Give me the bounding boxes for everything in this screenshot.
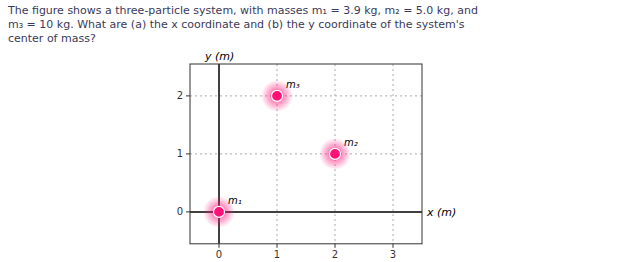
point	[272, 90, 283, 101]
problem-text: The figure shows a three-particle system…	[7, 4, 478, 17]
grid-line	[190, 95, 422, 96]
tick-label: 0	[177, 206, 183, 217]
problem-text: m₃ = 10 kg. What are (a) the x coordinat…	[8, 18, 465, 31]
marks	[203, 80, 351, 228]
chart: The figure shows a three-particle system…	[0, 0, 617, 262]
tick-label: 1	[177, 148, 183, 159]
tick	[393, 244, 394, 248]
y-axis-label: y (m)	[204, 50, 234, 63]
point-label: m₁	[228, 195, 242, 206]
point-label: m₃	[286, 79, 300, 90]
point-labels: m₁ m₂ m₃	[228, 79, 358, 206]
tick	[219, 244, 220, 248]
problem-text: center of mass?	[8, 32, 96, 45]
tick	[186, 95, 190, 96]
point	[330, 148, 341, 159]
tick-label: 2	[332, 249, 338, 260]
plot-frame	[190, 64, 422, 244]
tick	[186, 211, 190, 212]
tick	[277, 244, 278, 248]
tick-label: 2	[177, 90, 183, 101]
point	[214, 206, 225, 217]
grid-line	[393, 64, 394, 244]
tick	[335, 244, 336, 248]
tick-label: 1	[274, 249, 280, 260]
grid-line	[190, 153, 422, 154]
tick-label: 0	[216, 249, 222, 260]
x-axis-label: x (m)	[426, 206, 456, 219]
tick-label: 3	[390, 249, 396, 260]
plot-background	[190, 64, 422, 244]
point-label: m₂	[344, 137, 358, 148]
tick	[186, 153, 190, 154]
